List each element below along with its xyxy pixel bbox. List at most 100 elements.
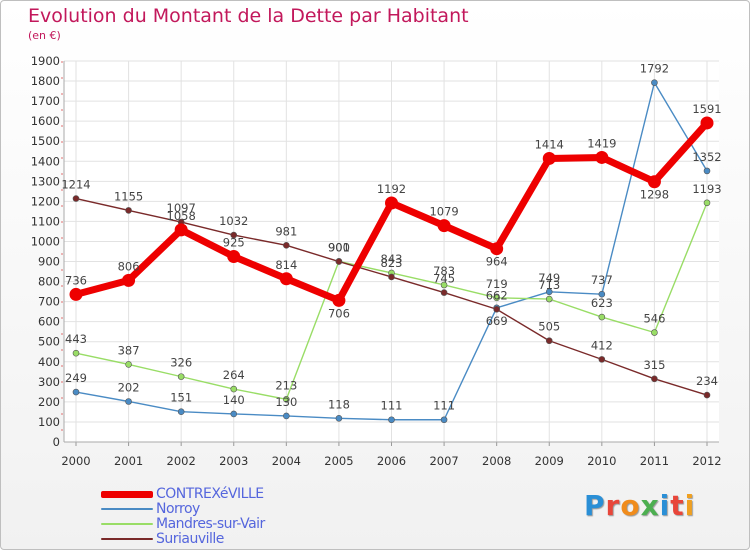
data-label: 1591	[692, 102, 721, 116]
data-point	[177, 408, 185, 416]
y-tick-label: 1700	[31, 94, 60, 108]
y-tick-label: 1500	[31, 134, 60, 148]
data-point	[385, 196, 398, 210]
data-label: 1193	[692, 182, 721, 196]
data-label: 118	[328, 397, 350, 411]
x-tick-label: 2007	[429, 454, 458, 468]
x-tick-label: 2003	[219, 454, 248, 468]
data-point	[388, 416, 395, 424]
data-point	[493, 305, 500, 313]
y-tick-label: 600	[38, 315, 60, 329]
data-label: 806	[118, 259, 140, 273]
data-label: 1792	[640, 62, 669, 76]
logo-letter: i	[684, 489, 696, 522]
data-label: 1079	[429, 205, 458, 219]
data-label: 1414	[535, 137, 564, 151]
data-label: 443	[65, 332, 87, 346]
data-label: 964	[486, 255, 508, 269]
x-tick-label: 2012	[692, 454, 721, 468]
data-label: 737	[591, 273, 613, 287]
data-label: 213	[275, 378, 297, 392]
logo-letter: i	[659, 489, 671, 522]
x-tick-label: 2010	[587, 454, 616, 468]
data-point	[598, 356, 606, 363]
logo-letter: t	[670, 489, 685, 522]
data-label: 264	[223, 368, 245, 382]
data-point	[227, 250, 241, 264]
logo-letter: P	[584, 489, 606, 522]
x-tick-label: 2006	[377, 454, 406, 468]
data-point	[230, 231, 238, 239]
data-label: 1298	[640, 188, 669, 202]
data-point	[647, 175, 661, 189]
legend-swatch	[101, 538, 153, 540]
data-label: 662	[486, 288, 508, 302]
data-point	[230, 385, 238, 393]
data-point	[545, 337, 553, 345]
data-point	[651, 79, 658, 86]
data-point	[72, 349, 80, 357]
data-point	[700, 116, 714, 130]
data-point	[283, 412, 290, 420]
data-point	[437, 219, 451, 233]
y-tick-label: 1300	[31, 174, 60, 188]
data-point	[283, 241, 290, 249]
data-label: 823	[381, 256, 403, 270]
data-point	[545, 288, 553, 296]
data-point	[177, 373, 185, 380]
data-label: 1214	[61, 178, 90, 192]
data-point	[122, 273, 136, 287]
data-label: 901	[328, 240, 350, 254]
y-tick-label: 1200	[31, 194, 60, 208]
data-label: 1192	[377, 182, 406, 196]
legend-item: Norroy	[101, 501, 401, 517]
data-point	[230, 410, 238, 418]
y-tick-label: 400	[38, 355, 60, 369]
data-label: 736	[65, 273, 87, 287]
data-point	[72, 388, 80, 396]
data-label: 623	[591, 296, 613, 310]
data-label: 234	[696, 374, 718, 388]
data-label: 387	[118, 343, 140, 357]
data-point	[440, 289, 448, 296]
data-point	[595, 150, 609, 164]
logo-letter: x	[640, 489, 660, 522]
data-label: 925	[223, 236, 245, 250]
x-tick-label: 2011	[640, 454, 669, 468]
data-point	[703, 199, 711, 207]
x-tick-label: 2008	[482, 454, 511, 468]
x-tick-label: 2004	[272, 454, 301, 468]
legend-swatch	[101, 508, 153, 510]
logo-letter: r	[605, 489, 621, 522]
data-label: 1419	[587, 136, 616, 150]
y-tick-label: 1000	[31, 234, 60, 248]
data-point	[125, 398, 132, 405]
data-point	[703, 391, 711, 399]
data-point	[493, 294, 500, 302]
data-label: 202	[118, 380, 140, 394]
data-label: 1058	[167, 209, 196, 223]
legend-label: Norroy	[156, 501, 200, 517]
legend-item: Mandres-sur-Vair	[101, 516, 401, 532]
y-tick-label: 1900	[31, 54, 60, 68]
data-point	[125, 361, 132, 368]
data-point	[598, 313, 606, 321]
y-tick-label: 800	[38, 275, 60, 289]
data-label: 749	[538, 271, 560, 285]
legend-item: CONTREXéVILLE	[101, 486, 401, 502]
data-label: 843	[381, 252, 403, 266]
data-label: 151	[170, 391, 192, 405]
legend-label: CONTREXéVILLE	[156, 486, 264, 502]
proxiti-logo: Proxiti	[584, 489, 695, 522]
data-label: 546	[643, 312, 665, 326]
x-tick-label: 2009	[535, 454, 564, 468]
data-label: 745	[433, 272, 455, 286]
data-label: 111	[381, 399, 403, 413]
data-point	[283, 395, 290, 403]
data-label: 1097	[167, 201, 196, 215]
data-point	[125, 207, 132, 214]
legend-label: Suriauville	[156, 531, 224, 547]
data-point	[651, 375, 658, 383]
x-tick-label: 2005	[324, 454, 353, 468]
